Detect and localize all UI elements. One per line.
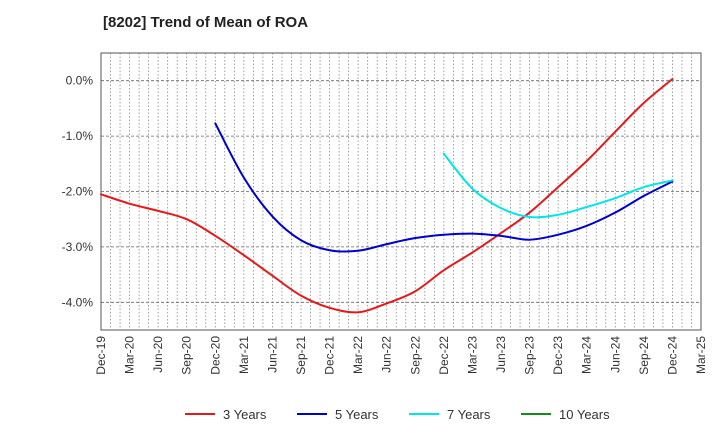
x-tick-label: Mar-21	[237, 336, 251, 374]
legend-label: 3 Years	[223, 407, 267, 422]
x-tick-label: Sep-21	[294, 336, 308, 375]
x-tick-label: Mar-25	[694, 336, 708, 374]
x-tick-label: Dec-24	[665, 336, 679, 375]
grid	[101, 53, 701, 330]
y-tick-label: -3.0%	[62, 240, 94, 254]
x-tick-label: Sep-20	[180, 336, 194, 375]
y-tick-label: -4.0%	[62, 295, 94, 309]
legend: 3 Years 5 Years 7 Years 10 Years	[185, 407, 610, 422]
x-tick-label: Sep-22	[408, 336, 422, 375]
x-tick-label: Sep-23	[523, 336, 537, 375]
legend-label: 7 Years	[447, 407, 491, 422]
x-tick-label: Dec-23	[551, 336, 565, 375]
series-line-7-years	[442, 152, 674, 219]
x-tick-label: Dec-20	[208, 336, 222, 375]
legend-item-5-years: 5 Years	[297, 407, 379, 422]
x-tick-label: Jun-20	[151, 336, 165, 373]
x-tick-label: Mar-20	[123, 336, 137, 374]
x-tick-label: Mar-22	[351, 336, 365, 374]
y-tick-label: 0.0%	[66, 74, 94, 88]
x-tick-label: Mar-23	[465, 336, 479, 374]
legend-label: 5 Years	[335, 407, 379, 422]
plot-frame	[100, 52, 702, 331]
chart-title: [8202] Trend of Mean of ROA	[103, 14, 309, 31]
legend-item-7-years: 7 Years	[409, 407, 491, 422]
series-line-5-years	[214, 122, 674, 253]
legend-label: 10 Years	[559, 407, 610, 422]
x-tick-label: Dec-21	[323, 336, 337, 375]
x-tick-label: Dec-22	[437, 336, 451, 375]
x-tick-label: Jun-24	[608, 336, 622, 373]
x-tick-label: Mar-24	[580, 336, 594, 374]
y-tick-label: -2.0%	[62, 185, 94, 199]
x-tick-label: Sep-24	[637, 336, 651, 375]
legend-item-3-years: 3 Years	[185, 407, 267, 422]
x-tick-label: Jun-22	[380, 336, 394, 373]
series-line-3-years	[100, 78, 674, 314]
legend-item-10-years: 10 Years	[521, 407, 610, 422]
x-tick-label: Jun-21	[265, 336, 279, 373]
x-tick-label: Dec-19	[94, 336, 108, 375]
axes: 0.0% -1.0% -2.0% -3.0% -4.0% Dec-19 Mar-20 Jun-…	[62, 52, 708, 375]
series-lines	[100, 78, 674, 314]
x-tick-label: Jun-23	[494, 336, 508, 373]
y-tick-label: -1.0%	[62, 129, 94, 143]
